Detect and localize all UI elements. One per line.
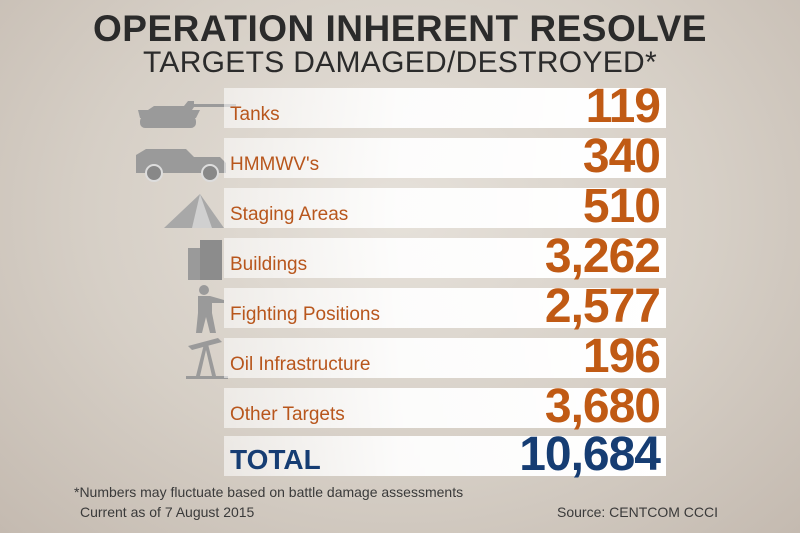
row-total: TOTAL 10,684 xyxy=(224,428,666,481)
row-label: Other Targets xyxy=(230,404,345,425)
row-value: 196 xyxy=(582,330,661,383)
row-label: Fighting Positions xyxy=(230,304,380,325)
oil-pump-icon xyxy=(186,338,228,379)
building-icon xyxy=(188,240,222,280)
row-staging-areas: Staging Areas 510 xyxy=(224,180,666,233)
total-label: TOTAL xyxy=(230,444,321,475)
subtitle: TARGETS DAMAGED/DESTROYED* xyxy=(143,46,657,79)
row-fighting-positions: Fighting Positions 2,577 xyxy=(224,280,666,333)
row-other-targets: Other Targets 3,680 xyxy=(224,380,666,433)
footnote: *Numbers may fluctuate based on battle d… xyxy=(74,484,464,500)
row-value: 510 xyxy=(582,180,661,233)
row-tanks: Tanks 119 xyxy=(224,80,666,133)
title: OPERATION INHERENT RESOLVE xyxy=(93,8,707,49)
source-note: Source: CENTCOM CCCI xyxy=(557,504,719,520)
row-value: 340 xyxy=(582,130,661,183)
humvee-icon xyxy=(136,149,226,182)
soldier-icon xyxy=(196,285,224,333)
row-buildings: Buildings 3,262 xyxy=(224,230,666,283)
row-hmmwvs: HMMWV's 340 xyxy=(224,130,666,183)
tank-icon xyxy=(138,101,236,128)
row-label: HMMWV's xyxy=(230,154,320,175)
row-label: Oil Infrastructure xyxy=(230,354,371,375)
row-oil-infrastructure: Oil Infrastructure 196 xyxy=(224,330,666,383)
row-label: Buildings xyxy=(230,254,308,275)
row-value: 2,577 xyxy=(544,280,661,333)
row-label: Tanks xyxy=(230,104,280,125)
row-value: 3,262 xyxy=(544,230,661,283)
row-value: 3,680 xyxy=(544,380,661,433)
row-value: 119 xyxy=(585,80,661,133)
row-label: Staging Areas xyxy=(230,204,349,225)
date-note: Current as of 7 August 2015 xyxy=(80,504,255,520)
total-value: 10,684 xyxy=(519,428,661,481)
tent-icon xyxy=(164,194,224,228)
